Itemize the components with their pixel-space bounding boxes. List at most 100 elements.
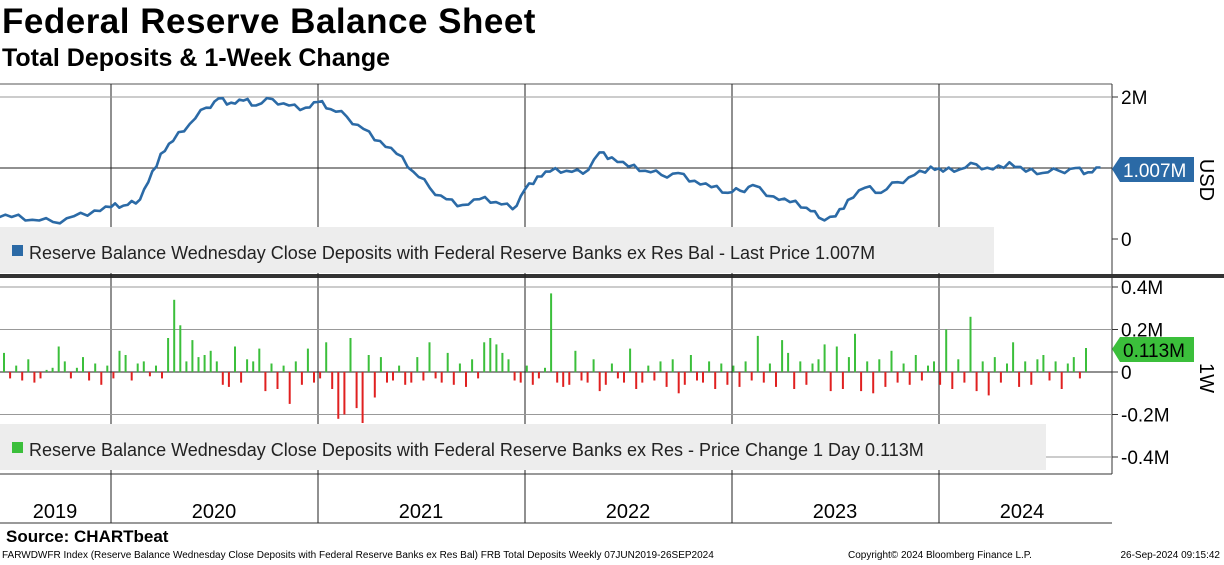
- change-bar: [331, 372, 334, 389]
- change-bar: [987, 372, 990, 396]
- change-bar: [355, 372, 358, 409]
- change-bar: [130, 372, 133, 381]
- x-tick-label: 2021: [399, 501, 444, 523]
- change-bar: [398, 365, 401, 372]
- change-bar: [507, 359, 510, 373]
- change-bar: [598, 372, 601, 392]
- change-bar: [854, 333, 856, 373]
- change-bar: [1024, 361, 1027, 372]
- change-bar: [422, 372, 425, 381]
- change-bar: [738, 372, 741, 387]
- change-bar: [689, 355, 692, 372]
- change-bar: [173, 299, 176, 373]
- change-bar: [1006, 363, 1008, 372]
- change-bar: [264, 372, 267, 392]
- change-bar: [756, 335, 759, 372]
- change-bar: [732, 365, 735, 372]
- change-bar: [586, 372, 589, 383]
- change-bar: [896, 372, 899, 383]
- change-bar: [537, 372, 540, 379]
- change-bar: [811, 363, 814, 372]
- top-last-value-tag: [1112, 157, 1194, 182]
- change-bar: [300, 372, 303, 385]
- change-bar: [367, 355, 370, 372]
- change-bar: [252, 361, 255, 372]
- change-bar: [63, 361, 66, 372]
- y-tick-label: 0: [1121, 363, 1132, 384]
- change-bar: [3, 352, 5, 372]
- change-bar: [574, 350, 577, 373]
- change-bar: [45, 369, 48, 372]
- change-bar: [720, 363, 723, 372]
- x-tick-label: 2020: [192, 501, 237, 523]
- change-bar: [750, 372, 753, 381]
- y-tick-label: -0.2M: [1121, 406, 1170, 427]
- change-bar: [993, 357, 996, 372]
- change-bar: [951, 372, 954, 389]
- change-bar: [337, 372, 340, 419]
- change-bar: [999, 372, 1002, 383]
- change-bar: [823, 344, 826, 372]
- change-bar: [525, 365, 528, 372]
- footer-timestamp: 26-Sep-2024 09:15:42: [1120, 550, 1220, 561]
- change-bar: [373, 372, 376, 398]
- change-bar: [927, 365, 929, 372]
- change-bar: [452, 372, 455, 385]
- change-bar: [920, 372, 923, 381]
- change-bar: [629, 348, 632, 372]
- change-bar: [386, 372, 388, 383]
- change-bar: [653, 372, 656, 381]
- bottom-axis-title: 1W: [1195, 363, 1217, 393]
- change-bar: [100, 372, 103, 385]
- change-bar: [744, 361, 747, 372]
- change-bar: [933, 361, 935, 372]
- change-bar: [94, 363, 97, 372]
- change-bar: [969, 316, 972, 373]
- y-tick-label: 0: [1121, 230, 1132, 251]
- change-bar: [817, 359, 820, 373]
- change-bar: [580, 372, 583, 381]
- top-legend-box: [0, 227, 994, 273]
- change-bar: [209, 350, 212, 373]
- change-bar: [434, 372, 437, 379]
- change-bar: [531, 372, 534, 385]
- change-bar: [197, 357, 200, 372]
- change-bar: [1048, 372, 1051, 381]
- change-bar: [349, 338, 352, 372]
- change-bar: [787, 352, 790, 372]
- change-bar: [27, 359, 30, 373]
- change-bar: [495, 344, 498, 372]
- change-bar: [1060, 372, 1063, 389]
- change-bar: [671, 359, 674, 373]
- change-bar: [1030, 372, 1033, 385]
- bottom-legend-swatch: [12, 442, 23, 453]
- change-bar: [513, 372, 516, 381]
- change-bar: [106, 365, 109, 372]
- change-bar: [902, 363, 905, 372]
- change-bar: [428, 342, 431, 373]
- change-bar: [908, 372, 911, 385]
- change-bar: [641, 372, 644, 383]
- change-bar: [659, 361, 662, 372]
- change-bar: [914, 355, 917, 372]
- change-bar: [975, 372, 978, 392]
- change-bar: [112, 372, 115, 379]
- x-tick-label: 2022: [606, 501, 651, 523]
- change-bar: [465, 372, 467, 387]
- change-bar: [446, 352, 449, 372]
- change-bar: [623, 372, 625, 383]
- change-bar: [544, 367, 546, 373]
- footer-copyright: Copyright© 2024 Bloomberg Finance L.P.: [848, 550, 1032, 561]
- change-bar: [142, 361, 145, 372]
- change-bar: [471, 359, 474, 373]
- change-bar: [592, 359, 595, 373]
- change-bar: [872, 372, 875, 394]
- footer-ticker: FARWDWFR Index (Reserve Balance Wednesda…: [2, 550, 714, 561]
- change-bar: [227, 372, 230, 387]
- change-bar: [604, 372, 607, 385]
- change-bar: [568, 372, 571, 385]
- change-bar: [610, 363, 613, 372]
- change-bar: [683, 372, 686, 385]
- x-tick-label: 2019: [33, 501, 78, 523]
